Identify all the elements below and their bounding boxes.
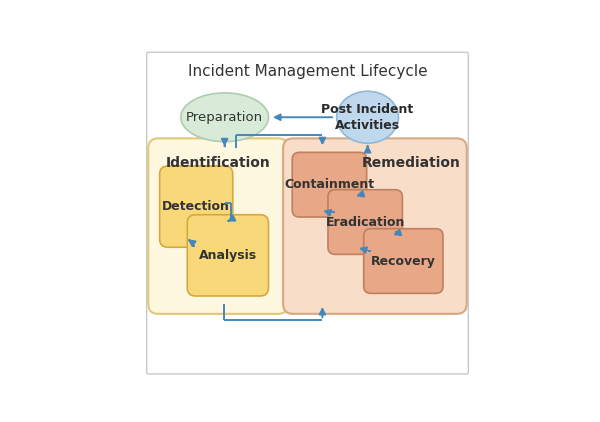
FancyBboxPatch shape — [292, 152, 367, 217]
Text: Identification: Identification — [166, 156, 271, 170]
Text: Recovery: Recovery — [371, 254, 436, 268]
Text: Remediation: Remediation — [362, 156, 460, 170]
FancyBboxPatch shape — [160, 166, 233, 247]
FancyBboxPatch shape — [364, 229, 443, 293]
Text: Post Incident
Activities: Post Incident Activities — [322, 103, 414, 132]
FancyBboxPatch shape — [148, 138, 288, 314]
Text: Detection: Detection — [162, 200, 230, 213]
FancyBboxPatch shape — [146, 52, 469, 374]
FancyBboxPatch shape — [328, 190, 403, 254]
FancyBboxPatch shape — [187, 215, 269, 296]
Text: Containment: Containment — [284, 178, 374, 191]
Text: Analysis: Analysis — [199, 249, 257, 262]
Text: Incident Management Lifecycle: Incident Management Lifecycle — [188, 64, 427, 79]
Ellipse shape — [181, 93, 269, 142]
Ellipse shape — [337, 91, 398, 143]
FancyBboxPatch shape — [283, 138, 467, 314]
Text: Preparation: Preparation — [186, 111, 263, 124]
Text: Eradication: Eradication — [325, 216, 405, 229]
